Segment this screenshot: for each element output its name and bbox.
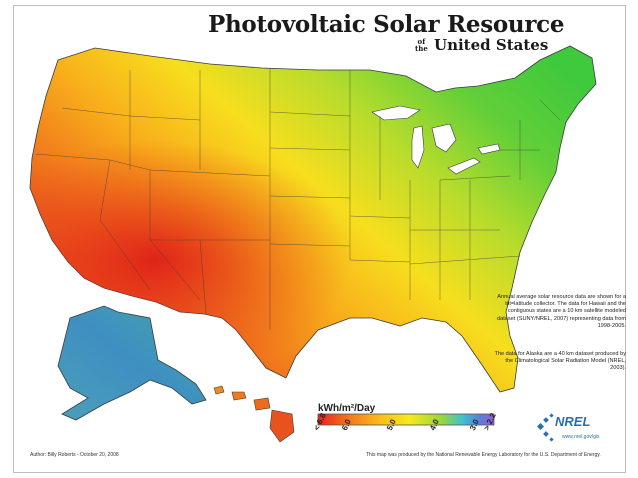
author-credit: Author: Billy Roberts - October 20, 2008 bbox=[30, 452, 119, 458]
subtitle-of: of bbox=[417, 37, 426, 46]
lake-erie bbox=[447, 157, 481, 175]
contiguous-us bbox=[29, 45, 597, 393]
map-subtitle: United States bbox=[434, 36, 549, 54]
legend-color-bar bbox=[317, 413, 495, 426]
nrel-logo-icon bbox=[536, 413, 554, 442]
southwest-high-resource bbox=[30, 46, 596, 392]
subtitle-the: the bbox=[415, 44, 428, 53]
producer-credit: This map was produced by the National Re… bbox=[366, 452, 601, 458]
hawaii-oahu bbox=[231, 391, 247, 401]
nrel-logo-text: NREL bbox=[555, 414, 591, 429]
alaska bbox=[57, 305, 207, 421]
subtitle-of-the: of the bbox=[415, 38, 428, 52]
note-collector: Annual average solar resource data are s… bbox=[496, 294, 626, 329]
lake-michigan bbox=[411, 125, 425, 169]
map-title: Photovoltaic Solar Resource bbox=[208, 11, 565, 38]
hawaii bbox=[213, 385, 295, 443]
nrel-url: www.nrel.gov/gis bbox=[562, 434, 600, 440]
lake-huron bbox=[431, 123, 457, 153]
note-alaska: The data for Alaska are a 40 km dataset … bbox=[494, 351, 626, 372]
legend-title: kWh/m²/Day bbox=[318, 403, 376, 414]
hawaii-kauai bbox=[213, 385, 225, 395]
lake-superior bbox=[371, 105, 421, 121]
hawaii-maui bbox=[253, 397, 271, 411]
state-borders bbox=[35, 68, 561, 330]
hawaii-big-island bbox=[269, 409, 295, 443]
